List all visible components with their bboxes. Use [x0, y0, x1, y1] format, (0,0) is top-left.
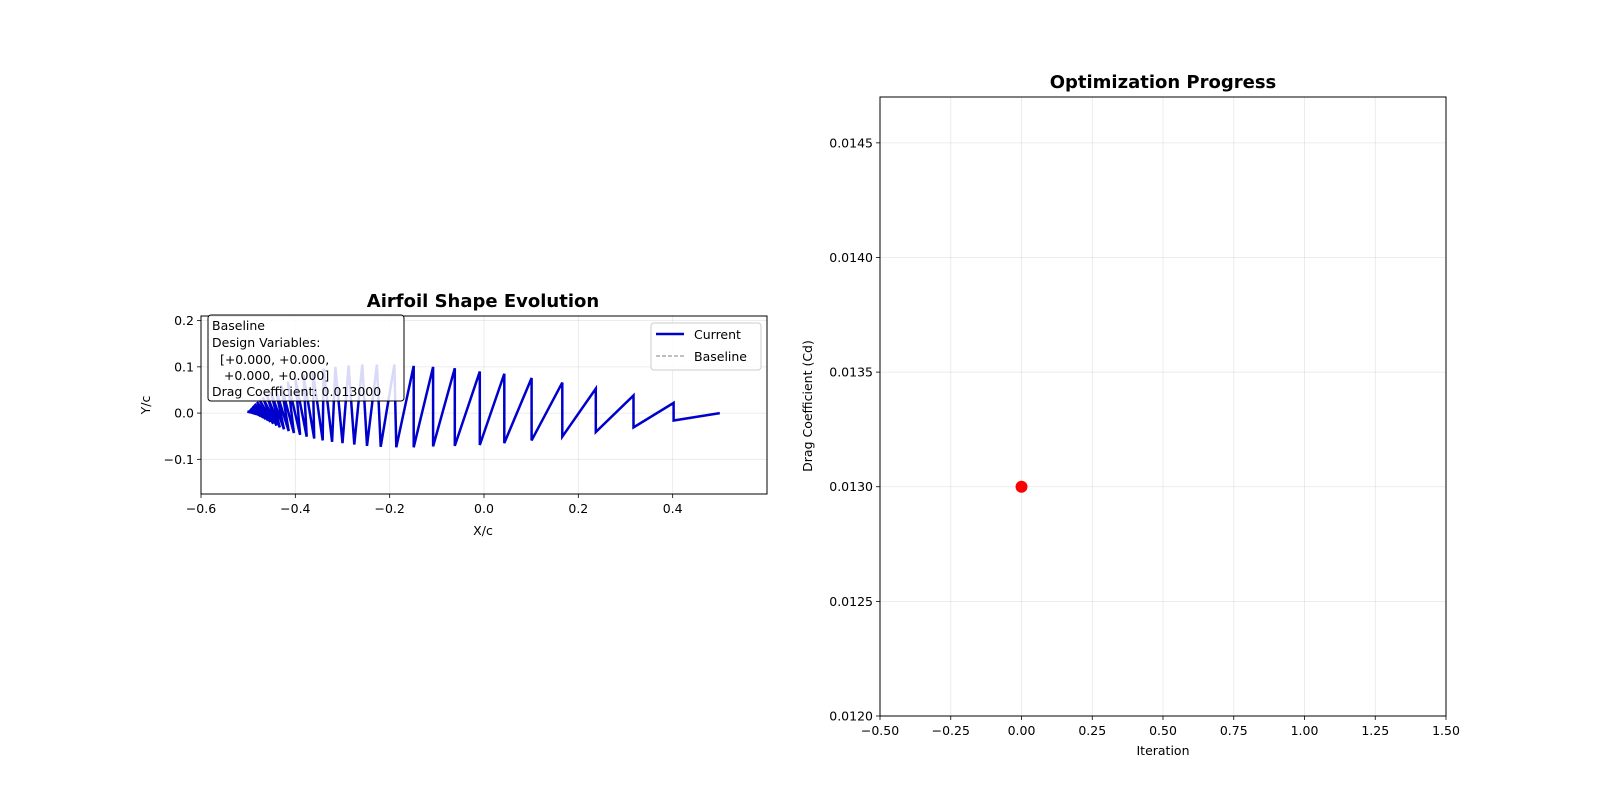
- legend-current-label: Current: [694, 327, 741, 342]
- progress-x-tick-label: 0.50: [1149, 723, 1177, 738]
- airfoil-x-ticks: −0.6 −0.4 −0.2 0.0 0.2 0.4: [186, 494, 683, 516]
- airfoil-x-tick-label: −0.4: [280, 501, 310, 516]
- airfoil-y-tick-label: 0.0: [174, 406, 194, 421]
- info-line-design-variables-row2: +0.000, +0.000]: [212, 368, 329, 383]
- airfoil-series-layer: [246, 364, 720, 448]
- airfoil-x-axis-label: X/c: [473, 523, 493, 538]
- progress-y-tick-label: 0.0125: [829, 594, 873, 609]
- progress-series-layer: [1015, 480, 1028, 493]
- airfoil-x-tick-label: 0.4: [663, 501, 683, 516]
- design-info-box: Baseline Design Variables: [+0.000, +0.0…: [207, 314, 405, 402]
- airfoil-y-axis-label: Y/c: [138, 396, 153, 416]
- progress-data-point: [1015, 480, 1028, 493]
- airfoil-x-tick-label: 0.2: [568, 501, 588, 516]
- progress-x-tick-label: 1.25: [1361, 723, 1389, 738]
- airfoil-y-tick-label: 0.1: [174, 359, 194, 374]
- airfoil-x-tick-label: −0.2: [374, 501, 404, 516]
- airfoil-y-tick-label: 0.2: [174, 313, 194, 328]
- airfoil-y-tick-label: −0.1: [164, 452, 194, 467]
- airfoil-chart: Airfoil Shape Evolution −0.6 −0.4 −0.2 0.0 0…: [138, 291, 768, 538]
- airfoil-legend: Current Baseline: [650, 322, 762, 371]
- progress-y-tick-label: 0.0145: [829, 135, 873, 150]
- legend-baseline-label: Baseline: [694, 349, 747, 364]
- progress-x-tick-label: 0.25: [1078, 723, 1106, 738]
- progress-x-axis-label: Iteration: [1136, 743, 1189, 758]
- progress-x-tick-label: 0.00: [1008, 723, 1036, 738]
- progress-chart-title: Optimization Progress: [1050, 72, 1277, 93]
- progress-y-tick-label: 0.0120: [829, 709, 873, 724]
- info-line-design-variables-row1: [+0.000, +0.000,: [212, 352, 329, 367]
- info-line-design-variables-label: Design Variables:: [212, 335, 320, 350]
- progress-y-tick-label: 0.0135: [829, 365, 873, 380]
- progress-y-ticks: 0.0120 0.0125 0.0130 0.0135 0.0140 0.0145: [829, 135, 880, 724]
- series-current-line: [246, 364, 720, 448]
- progress-chart: Optimization Progress −0.50 −0.25 0.00 0.25…: [800, 72, 1460, 758]
- progress-y-tick-label: 0.0130: [829, 479, 873, 494]
- info-line-status: Baseline: [212, 318, 265, 333]
- progress-y-tick-label: 0.0140: [829, 250, 873, 265]
- progress-x-tick-label: 0.75: [1220, 723, 1248, 738]
- airfoil-y-ticks: −0.1 0.0 0.1 0.2: [164, 313, 201, 467]
- progress-x-tick-label: 1.00: [1291, 723, 1319, 738]
- info-line-drag-coefficient: Drag Coefficient: 0.013000: [212, 384, 381, 399]
- design-info-box-frame: [207, 314, 405, 402]
- progress-x-tick-label: −0.50: [861, 723, 899, 738]
- airfoil-x-tick-label: −0.6: [186, 501, 216, 516]
- airfoil-x-tick-label: 0.0: [474, 501, 494, 516]
- airfoil-chart-title: Airfoil Shape Evolution: [367, 291, 599, 312]
- progress-x-ticks: −0.50 −0.25 0.00 0.25 0.50 0.75 1.00 1.25 1.50: [861, 716, 1460, 738]
- progress-y-axis-label: Drag Coefficient (Cd): [800, 340, 815, 472]
- progress-x-tick-label: 1.50: [1432, 723, 1460, 738]
- progress-x-tick-label: −0.25: [932, 723, 970, 738]
